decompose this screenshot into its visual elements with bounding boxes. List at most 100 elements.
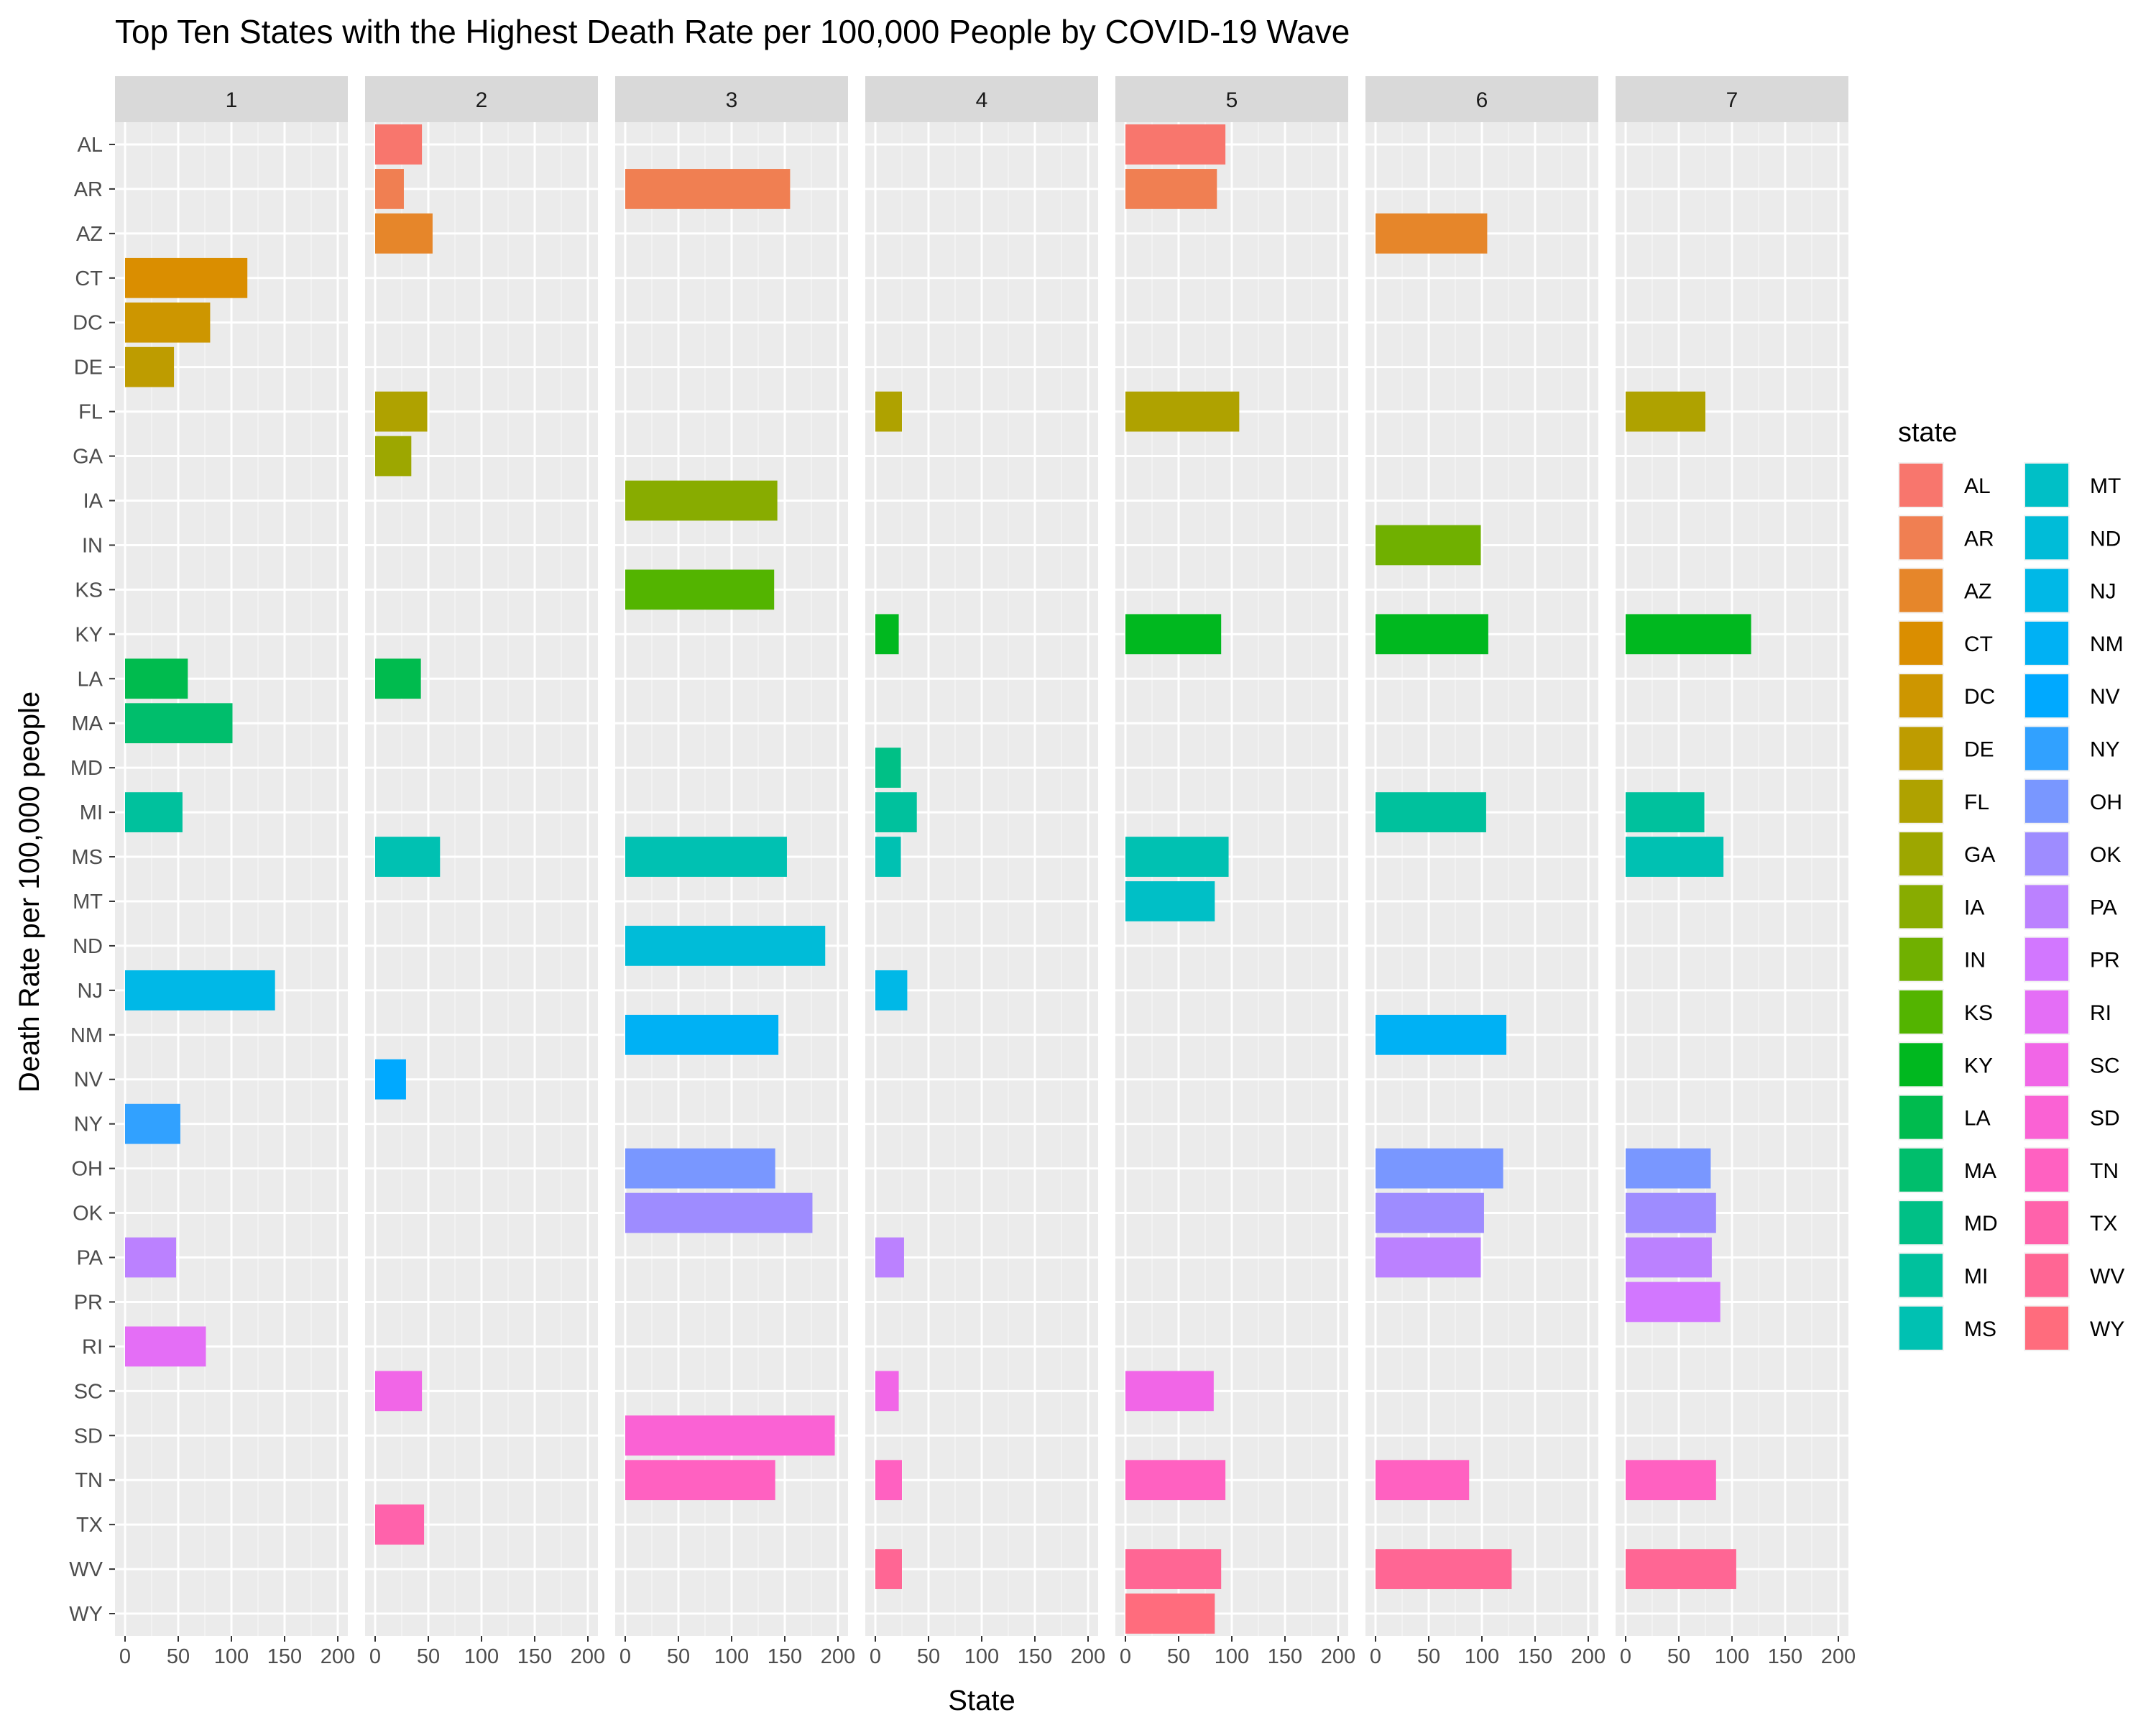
x-tick-label: 200 (321, 1645, 355, 1668)
x-tick-label: 0 (1620, 1645, 1631, 1668)
x-tick-label: 0 (870, 1645, 881, 1668)
y-tick-label: MA (72, 712, 103, 735)
legend-label-ri: RI (2090, 1001, 2111, 1025)
legend-key-ok (2025, 832, 2068, 876)
legend-key-ct (1899, 621, 1943, 665)
legend-key-fl (1899, 779, 1943, 823)
y-tick-label: WV (69, 1558, 103, 1581)
bar-ar (375, 169, 404, 209)
legend-label-fl: FL (1964, 791, 1989, 814)
x-tick-label: 100 (214, 1645, 249, 1668)
bar-az (1376, 213, 1488, 254)
y-tick-label: GA (73, 446, 103, 469)
x-tick-label: 150 (517, 1645, 552, 1668)
y-tick-label: NV (74, 1069, 103, 1092)
bar-tn (1125, 1460, 1226, 1501)
bar-sc (375, 1371, 423, 1412)
bar-ms (1125, 837, 1229, 877)
x-tick-label: 150 (768, 1645, 802, 1668)
bar-mt (1125, 881, 1215, 921)
bar-wv (1125, 1549, 1222, 1589)
facet-strip (365, 76, 598, 122)
y-tick-label: AL (78, 134, 103, 157)
x-tick-label: 150 (1018, 1645, 1052, 1668)
x-tick-label: 150 (1518, 1645, 1552, 1668)
y-tick-label: MS (72, 846, 103, 869)
x-tick-label: 0 (119, 1645, 131, 1668)
bar-ia (625, 480, 778, 521)
facet-panel-1: 1 0 50 100 150 200 (115, 76, 355, 1668)
legend-key-tn (2025, 1148, 2068, 1192)
legend-label-tx: TX (2090, 1212, 2117, 1236)
legend-label-ct: CT (1964, 632, 1993, 656)
bar-wv (1626, 1549, 1736, 1589)
facet-panel-7: 7 0 50 100 150 200 (1616, 76, 1856, 1668)
legend-key-dc (1899, 674, 1943, 718)
x-tick-label: 200 (1821, 1645, 1856, 1668)
legend-label-pr: PR (2090, 949, 2120, 972)
x-tick-label: 200 (571, 1645, 605, 1668)
x-tick-label: 0 (1120, 1645, 1131, 1668)
y-tick-label: ND (73, 935, 103, 958)
legend-key-ma (1899, 1148, 1943, 1192)
bar-pa (1376, 1237, 1481, 1278)
chart-title: Top Ten States with the Highest Death Ra… (115, 13, 1350, 50)
facet-strip (615, 76, 848, 122)
legend-label-mt: MT (2090, 474, 2121, 498)
legend-key-wv (2025, 1254, 2068, 1297)
bar-sc (875, 1371, 899, 1412)
y-tick-label: SC (74, 1380, 103, 1403)
x-tick-label: 100 (714, 1645, 749, 1668)
y-tick-label: IN (82, 534, 103, 557)
legend-key-sc (2025, 1043, 2068, 1087)
y-tick-label: OH (72, 1158, 103, 1181)
y-tick-label: AZ (76, 223, 103, 246)
facet-strip-label: 1 (226, 88, 238, 112)
legend-key-de (1899, 727, 1943, 770)
legend-key-ky (1899, 1043, 1943, 1087)
bar-wy (1125, 1593, 1215, 1634)
legend-key-mt (2025, 464, 2068, 507)
legend-key-wy (2025, 1306, 2068, 1350)
bar-fl (1125, 391, 1240, 432)
bar-al (1125, 124, 1226, 165)
facet-panel-3: 3 0 50 100 150 200 (615, 76, 855, 1668)
x-tick-label: 50 (1167, 1645, 1190, 1668)
bar-ks (625, 569, 775, 610)
y-axis: AL AR AZ CT DC DE FL GA IA IN KS KY LA MA MD MI MS MT ND NJ… (69, 134, 115, 1626)
y-tick-label: IA (83, 490, 103, 513)
bar-tn (875, 1460, 902, 1501)
y-tick-label: TX (76, 1514, 103, 1537)
x-axis-title: State (948, 1685, 1015, 1716)
bar-fl (375, 391, 428, 432)
legend-key-md (1899, 1201, 1943, 1245)
bar-oh (1376, 1148, 1503, 1189)
bar-nm (1376, 1014, 1507, 1055)
legend-label-tn: TN (2090, 1159, 2119, 1183)
legend-key-nv (2025, 674, 2068, 718)
legend-key-ia (1899, 885, 1943, 929)
bar-la (125, 658, 188, 699)
facet-panel-5: 50 50 100 150 200 (1115, 76, 1355, 1668)
bar-tn (1626, 1460, 1716, 1501)
legend-label-nm: NM (2090, 632, 2124, 656)
bar-in (1376, 525, 1481, 566)
legend-label-mi: MI (1964, 1265, 1988, 1289)
legend-label-dc: DC (1964, 685, 1995, 709)
bar-ms (375, 837, 441, 877)
legend-key-ri (2025, 990, 2068, 1034)
y-tick-label: MD (70, 757, 103, 780)
bar-dc (125, 302, 211, 343)
x-tick-label: 100 (464, 1645, 499, 1668)
legend-key-sd (2025, 1095, 2068, 1139)
x-tick-label: 200 (821, 1645, 855, 1668)
bar-ga (375, 436, 412, 477)
x-tick-label: 150 (267, 1645, 302, 1668)
legend-key-tx (2025, 1201, 2068, 1245)
legend-label-sd: SD (2090, 1107, 2120, 1131)
facet-strip-label: 7 (1726, 88, 1738, 112)
bar-al (375, 124, 423, 165)
x-tick-label: 50 (917, 1645, 940, 1668)
y-tick-label: DE (74, 356, 103, 380)
y-tick-label: NY (74, 1113, 103, 1136)
